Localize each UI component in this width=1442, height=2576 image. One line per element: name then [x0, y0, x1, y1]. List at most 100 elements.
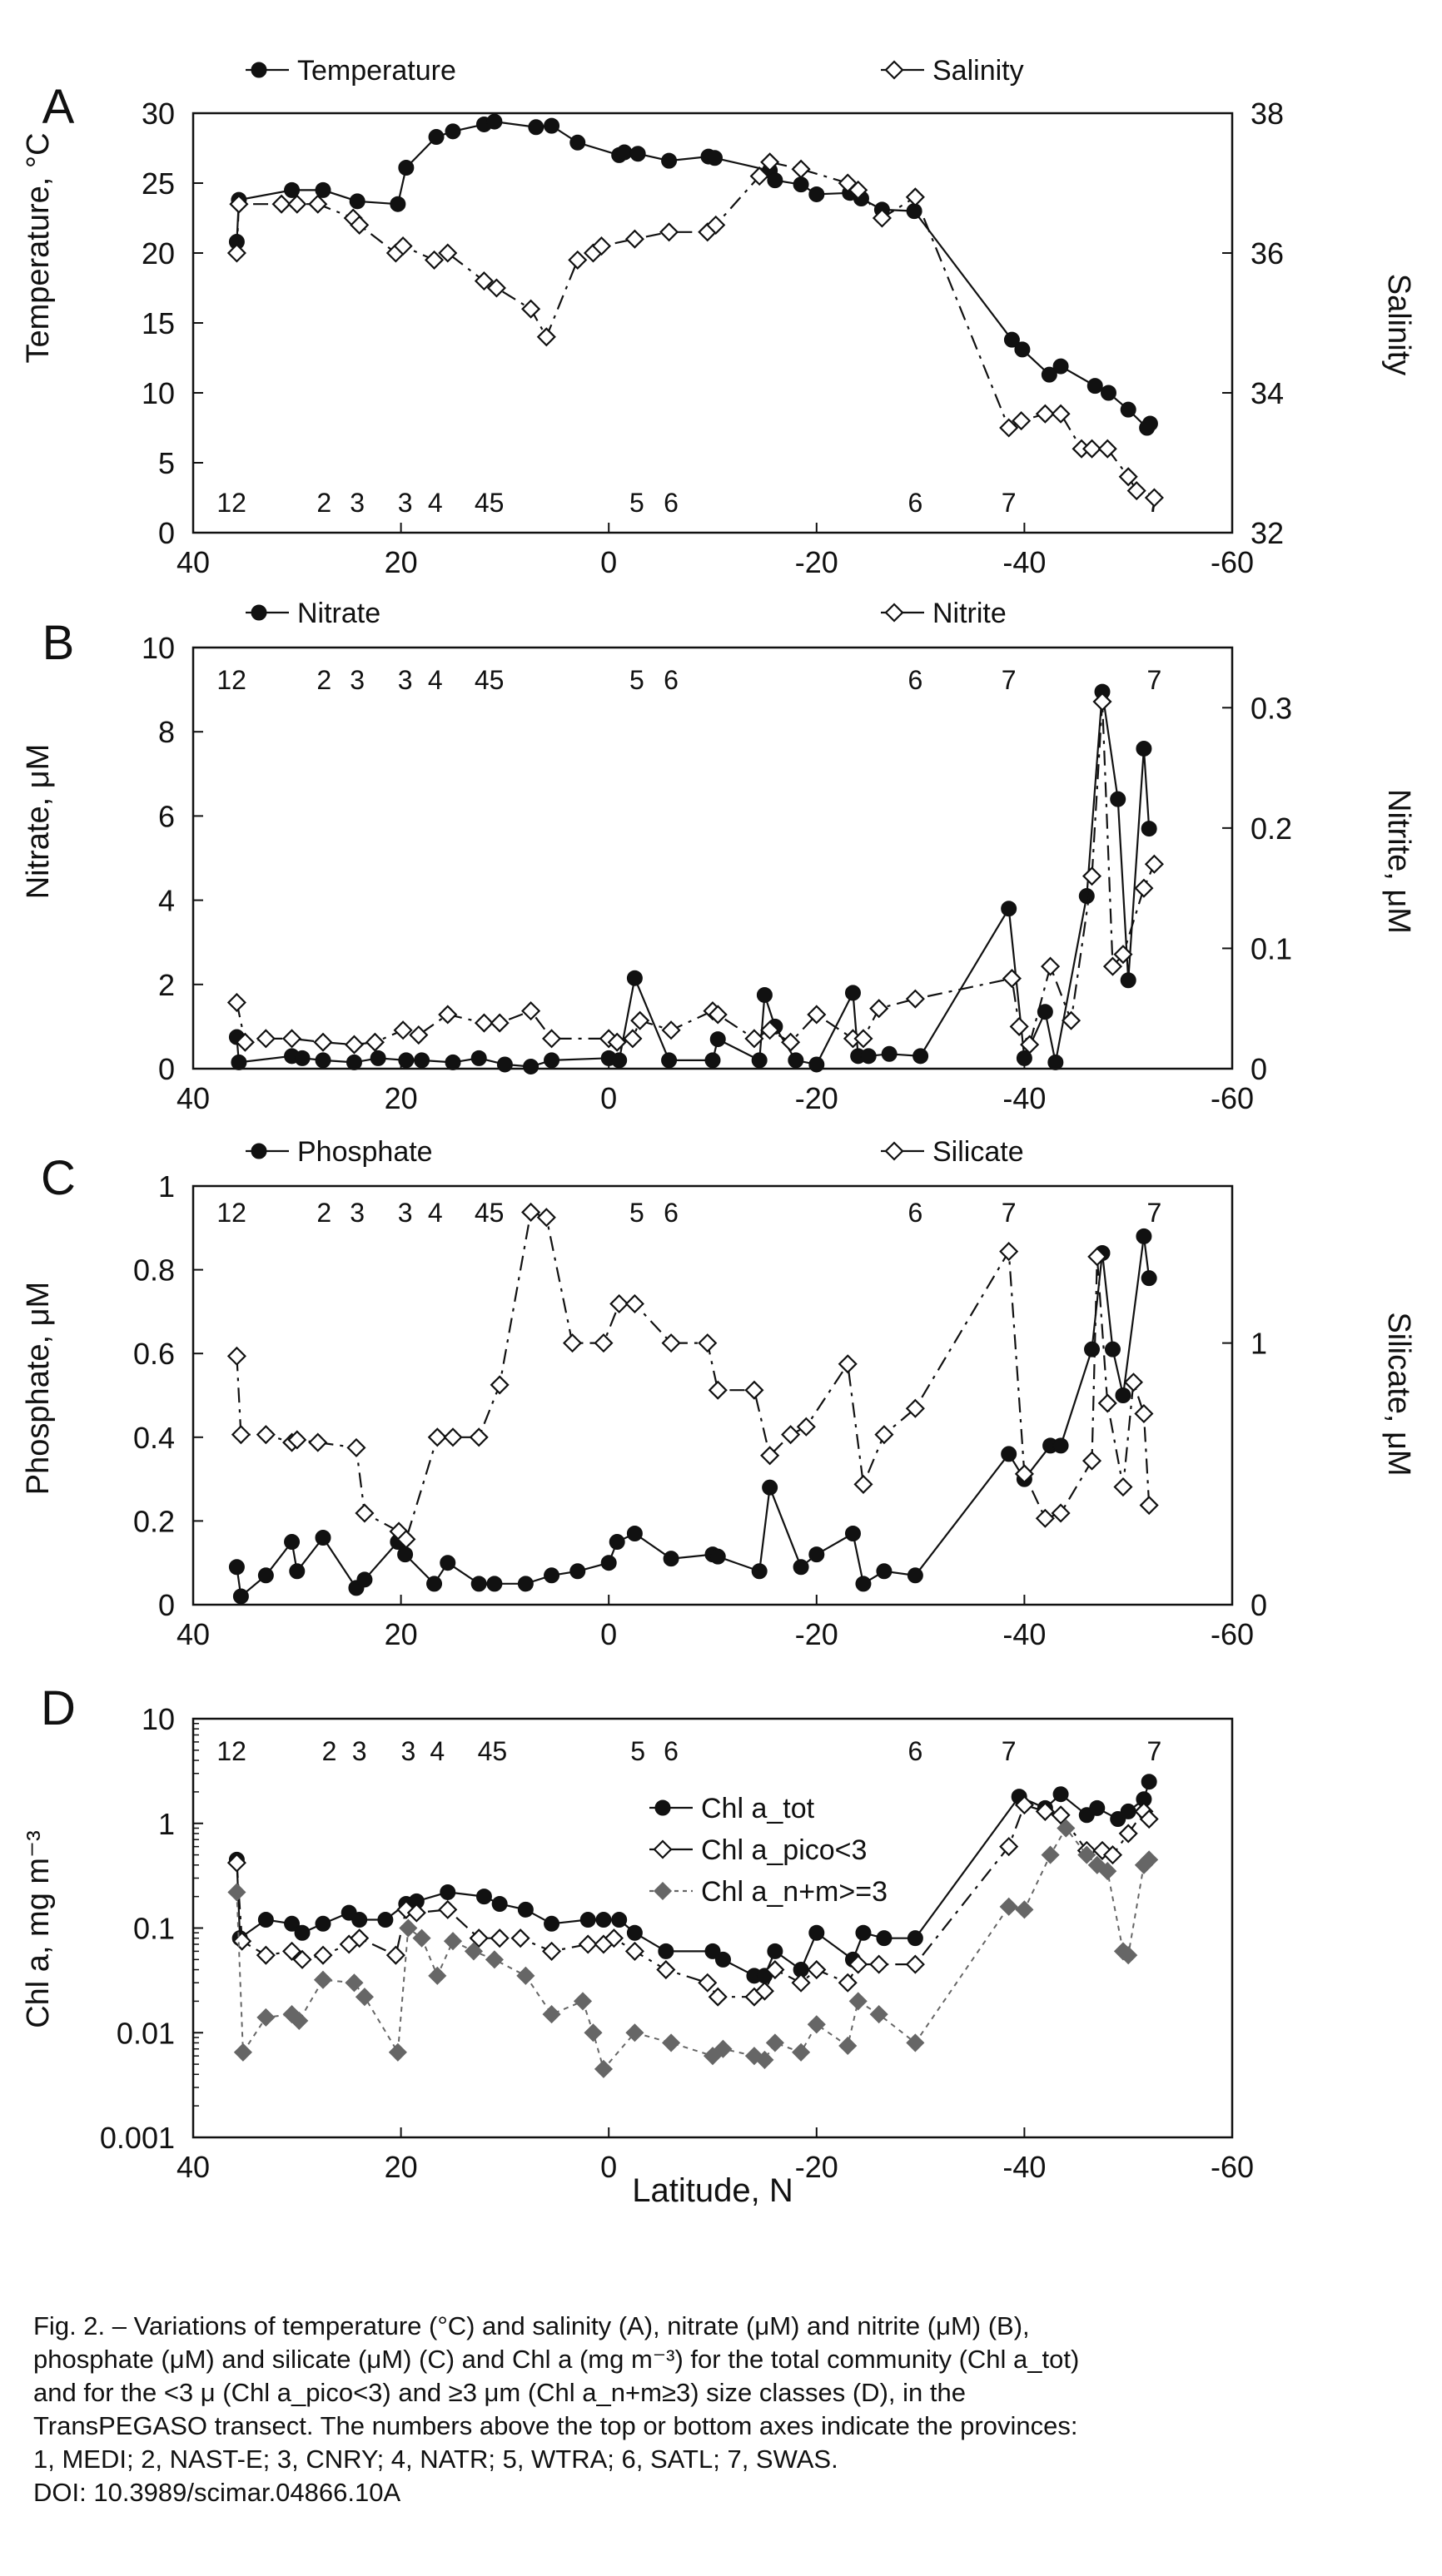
chl-a-n-m-3-point: [573, 1992, 593, 2011]
nitrate-point: [470, 1050, 487, 1066]
nitrite-point: [256, 1029, 276, 1049]
legend-temperature-point: [251, 62, 267, 78]
temperature-point: [284, 181, 301, 198]
chl-a-pico-3-point: [765, 1959, 785, 1980]
nitrate-point: [523, 1058, 540, 1075]
y2-tick-label: 0: [1251, 1588, 1267, 1622]
phosphate-point: [626, 1525, 643, 1541]
silicate-point: [1087, 1247, 1107, 1267]
province-label: 6: [664, 488, 679, 518]
caption-line: phosphate (μM) and silicate (μM) (C) and…: [33, 2345, 1080, 2374]
nitrite-point: [1092, 692, 1112, 712]
phosphate-point: [1136, 1228, 1152, 1244]
province-label: 6: [664, 1198, 679, 1228]
salinity-point: [424, 250, 445, 270]
nitrite-point: [1002, 969, 1022, 989]
x-tick-label: -40: [1002, 2150, 1046, 2184]
nitrite-point: [781, 1032, 801, 1052]
nitrite-point: [853, 1029, 873, 1049]
y-tick-label: 30: [142, 97, 175, 131]
salinity-point: [486, 278, 506, 298]
legend-label: Chl a_pico<3: [701, 1834, 867, 1866]
phosphate-point: [1104, 1341, 1121, 1357]
y-tick-label: 5: [158, 446, 175, 480]
phosphate-point: [609, 1534, 625, 1551]
chl-a-pico-3-point: [226, 1853, 246, 1873]
phosphate-point: [793, 1559, 809, 1576]
temperature-point: [1086, 378, 1103, 395]
chl-a-pico-3-point: [869, 1954, 889, 1974]
silicate-point: [346, 1437, 366, 1457]
nitrate-point: [1047, 1054, 1064, 1070]
silicate-point: [760, 1446, 780, 1466]
chl-a-tot-point: [808, 1924, 825, 1941]
chl-a-tot-point: [1052, 1786, 1069, 1803]
province-label: 4: [428, 488, 443, 518]
y-tick-label: 0.8: [133, 1253, 175, 1288]
nitrite-point: [438, 1005, 458, 1025]
temperature-point: [398, 160, 415, 176]
silicate-point: [469, 1427, 489, 1447]
series-line: [236, 1236, 1151, 1599]
province-label: 6: [907, 1198, 922, 1228]
chl-a-pico-3-point: [396, 1899, 416, 1919]
chl-a-n-m-3-point: [807, 2015, 826, 2034]
chl-a-n-m-3-point: [485, 1950, 504, 1969]
panel-letter: C: [41, 1151, 76, 1205]
phosphate-point: [569, 1563, 586, 1580]
phosphate-point: [907, 1567, 923, 1584]
salinity-point: [350, 215, 370, 235]
x-tick-label: -40: [1002, 545, 1046, 579]
phosphate-point: [232, 1588, 249, 1605]
chl-a-n-m-3-point: [290, 2011, 309, 2030]
nitrate-point: [294, 1050, 311, 1066]
chl-a-n-m-3-point: [542, 2005, 561, 2024]
y-tick-label: 4: [158, 884, 175, 918]
province-label: 4: [428, 665, 443, 695]
phosphate-point: [751, 1563, 768, 1580]
province-label: 45: [475, 665, 505, 695]
chl-a-n-m-3-point: [464, 1942, 484, 1961]
temperature-point: [793, 176, 809, 193]
silicate-point: [226, 1346, 246, 1366]
salinity-point: [536, 327, 556, 347]
chl-a-pico-3-point: [232, 1931, 252, 1951]
chl-a-pico-3-point: [469, 1928, 489, 1948]
chl-a-pico-3-point: [807, 1959, 827, 1980]
chl-a-tot-point: [440, 1884, 456, 1900]
silicate-point: [905, 1398, 925, 1418]
phosphate-point: [470, 1576, 487, 1592]
province-label: 6: [907, 488, 922, 518]
chl-a-pico-3-point: [848, 1954, 868, 1974]
silicate-point: [594, 1333, 614, 1353]
silicate-point: [1139, 1495, 1159, 1516]
nitrate-point: [709, 1031, 726, 1048]
chl-a-tot-point: [1141, 1774, 1157, 1790]
chl-a-tot-point: [767, 1943, 783, 1959]
nitrite-point: [1009, 1016, 1029, 1036]
legend-salinity-point: [884, 60, 904, 80]
nitrate-point: [751, 1052, 768, 1069]
salinity-point: [1012, 411, 1032, 431]
silicate-point: [308, 1432, 328, 1452]
series-line: [236, 120, 1151, 429]
silicate-point: [521, 1202, 541, 1222]
phosphate-point: [517, 1576, 534, 1592]
plot-frame: [191, 646, 1234, 1070]
y-tick-label: 0.1: [133, 1912, 175, 1946]
province-label: 3: [398, 665, 413, 695]
nitrite-point: [905, 989, 925, 1009]
y2-tick-label: 36: [1251, 236, 1284, 271]
chl-a-pico-3-point: [656, 1959, 676, 1980]
legend-chl-a-tot-point: [654, 1799, 671, 1816]
temperature-point: [767, 172, 783, 189]
y2-tick-label: 0.1: [1251, 931, 1292, 965]
nitrate-point: [1141, 821, 1157, 837]
chl-a-pico-3-point: [1014, 1795, 1034, 1815]
province-label: 45: [478, 1736, 508, 1766]
chl-a-tot-point: [714, 1951, 731, 1968]
phosphate-point: [315, 1530, 331, 1546]
caption-line: DOI: 10.3989/scimar.04866.10A: [33, 2478, 401, 2507]
x-tick-label: 40: [177, 545, 210, 579]
salinity-point: [624, 229, 644, 249]
